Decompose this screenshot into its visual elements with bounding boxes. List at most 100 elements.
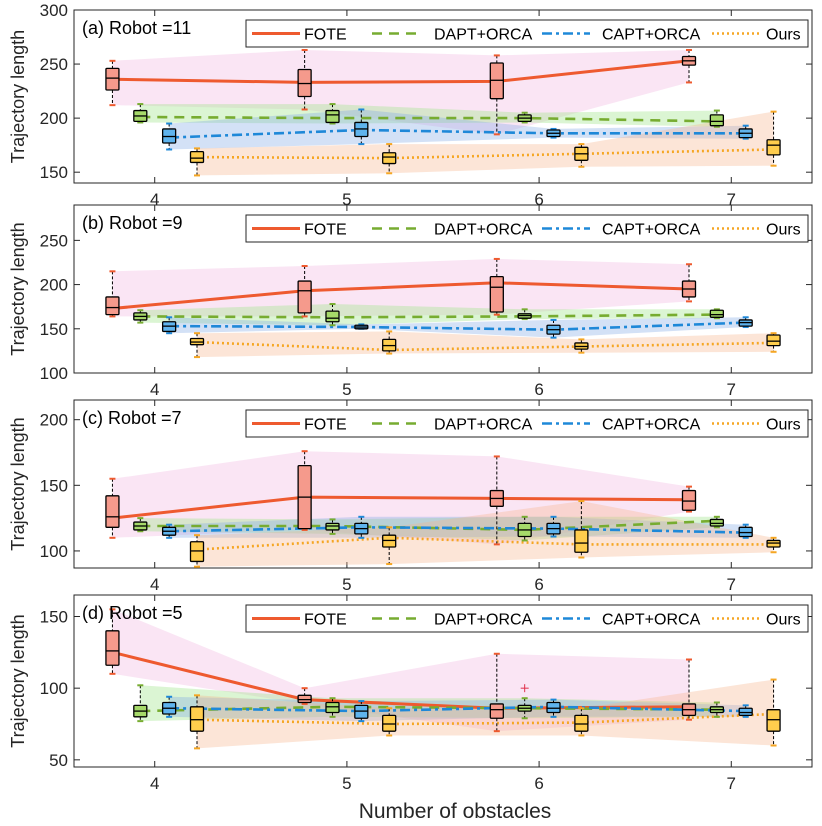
- x-tick-label: 4: [150, 774, 159, 793]
- legend-label: CAPT+ORCA: [602, 27, 701, 44]
- panel-title: (b) Robot =9: [82, 213, 183, 233]
- box-body: [325, 310, 340, 323]
- band-dapt-orca: [140, 685, 717, 722]
- y-tick-label: 200: [40, 109, 68, 128]
- x-tick-label: 4: [150, 575, 159, 594]
- line-capt-orca: [169, 128, 746, 139]
- y-axis-label: Trajectory length: [8, 417, 28, 550]
- box-fote: [297, 49, 312, 111]
- box-body: [189, 541, 205, 563]
- box-dapt-orca: [517, 308, 532, 321]
- line-ours: [196, 340, 774, 352]
- box-body: [189, 706, 205, 732]
- box-capt-orca: [546, 515, 561, 538]
- y-tick-label: 300: [40, 1, 68, 20]
- box-body: [297, 280, 312, 314]
- band-fote: [112, 50, 689, 135]
- box-ours: [574, 707, 589, 737]
- legend-label: FOTE: [304, 222, 347, 239]
- box-body: [489, 703, 504, 719]
- box-fote: [489, 652, 504, 733]
- box-dapt-orca: [325, 518, 340, 535]
- box-dapt-orca: [133, 103, 148, 124]
- box-body: [709, 309, 725, 318]
- x-axis-label: Number of obstacles: [359, 800, 552, 823]
- x-tick-label: 5: [342, 380, 351, 399]
- box-fote: [105, 270, 120, 318]
- legend: FOTE DAPT+ORCA CAPT+ORCA Ours: [245, 604, 809, 633]
- box-dapt-orca: [517, 697, 532, 720]
- band-ours: [197, 331, 774, 358]
- legend: FOTE DAPT+ORCA CAPT+ORCA Ours: [245, 19, 809, 48]
- x-tick-label: 7: [727, 380, 736, 399]
- box-fote: [297, 450, 312, 531]
- line-dapt-orca: [140, 519, 717, 532]
- legend-label: Ours: [766, 417, 801, 434]
- box-dapt-orca: [133, 309, 148, 324]
- box-fote: [681, 263, 697, 303]
- panel-title: (c) Robot =7: [82, 408, 182, 428]
- box-body: [489, 275, 504, 313]
- box-capt-orca: [738, 704, 753, 718]
- y-axis-label: Trajectory length: [8, 614, 28, 747]
- line-dapt-orca: [140, 313, 717, 319]
- line-capt-orca: [169, 321, 746, 332]
- box-body: [325, 701, 340, 714]
- box-fote: [681, 485, 697, 513]
- box-body: [189, 150, 205, 164]
- x-tick-label: 5: [342, 774, 351, 793]
- legend-label: FOTE: [304, 27, 347, 44]
- line-dapt-orca: [140, 705, 717, 713]
- box-body: [105, 296, 120, 316]
- box-body: [738, 526, 753, 538]
- box-dapt-orca: [709, 308, 725, 320]
- box-body: [297, 694, 312, 704]
- box-ours: [189, 332, 205, 359]
- box-ours: [189, 534, 205, 568]
- box-fote: [681, 49, 697, 84]
- line-fote: [112, 495, 690, 520]
- box-dapt-orca: [325, 103, 340, 125]
- box-ours: [574, 143, 589, 168]
- x-tick-label: 4: [150, 190, 159, 209]
- box-body: [105, 495, 120, 528]
- box-dapt-orca: [133, 517, 148, 533]
- box-ours: [382, 143, 397, 175]
- y-tick-label: 250: [40, 231, 68, 250]
- box-dapt-orca: [709, 109, 725, 128]
- x-tick-label: 6: [534, 575, 543, 594]
- box-fote: [681, 658, 697, 721]
- box-dapt-orca: [709, 515, 725, 529]
- legend-box: [245, 19, 809, 48]
- box-body: [105, 67, 120, 91]
- band-ours: [197, 501, 774, 567]
- line-ours: [196, 148, 774, 160]
- box-fote: [489, 54, 504, 136]
- box-ours: [189, 694, 205, 750]
- box-capt-orca: [738, 316, 753, 329]
- x-tick-label: 7: [727, 575, 736, 594]
- x-tick-label: 4: [150, 380, 159, 399]
- box-ours: [189, 147, 205, 177]
- panel-title: (d) Robot =5: [82, 603, 183, 623]
- legend-label: FOTE: [304, 612, 347, 629]
- box-body: [709, 518, 725, 527]
- line-capt-orca: [169, 525, 746, 534]
- panel-4: 50 100 150 4 5 6 7 Trajectory length (d) Robot =…: [8, 594, 813, 793]
- box-fote: [489, 257, 504, 316]
- box-ours: [766, 332, 781, 353]
- legend-box: [245, 214, 809, 243]
- legend-label: Ours: [766, 222, 801, 239]
- y-tick-label: 200: [40, 276, 68, 295]
- legend-label: Ours: [766, 27, 801, 44]
- y-tick-label: 200: [40, 411, 68, 430]
- band-capt-orca: [169, 109, 746, 150]
- line-dapt-orca: [140, 115, 717, 123]
- box-dapt-orca: [709, 701, 725, 718]
- box-capt-orca: [546, 127, 561, 139]
- box-ours: [766, 678, 781, 747]
- x-tick-label: 6: [534, 380, 543, 399]
- legend-box: [245, 604, 809, 633]
- panel-title: (a) Robot =11: [82, 18, 191, 38]
